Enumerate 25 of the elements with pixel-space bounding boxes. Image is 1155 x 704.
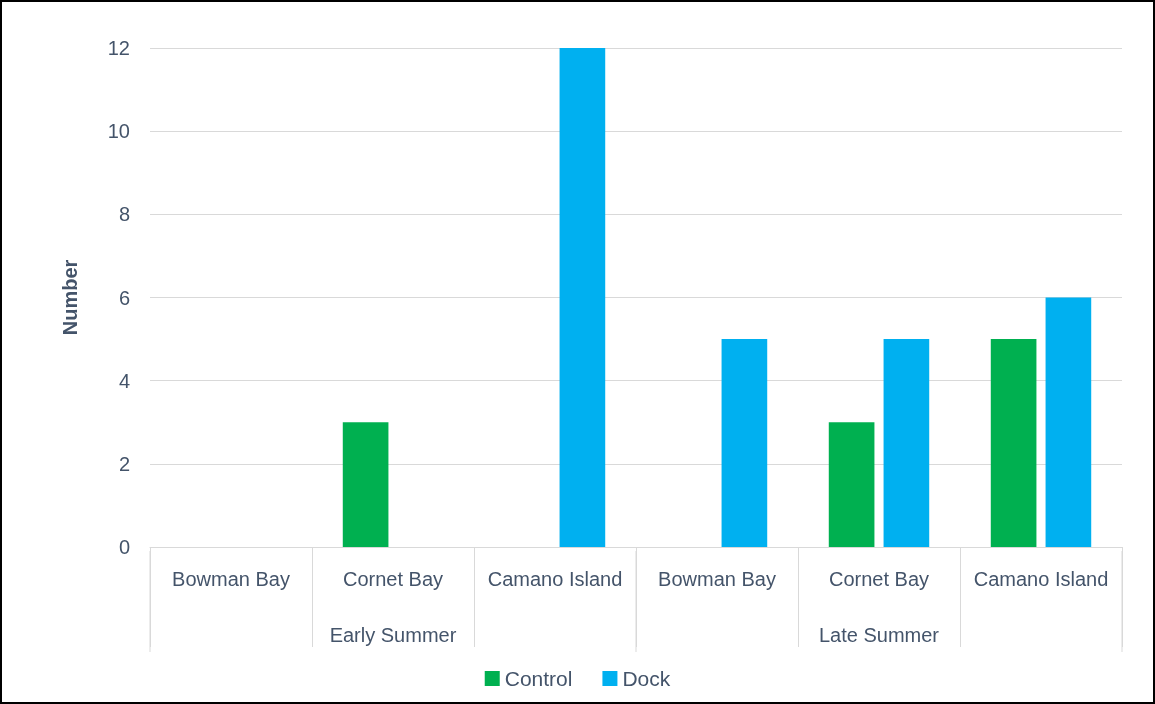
y-tick-label: 2 <box>118 452 130 475</box>
y-tick-label: 8 <box>118 203 130 226</box>
bar <box>1045 297 1092 547</box>
text: Early Summer <box>329 624 457 646</box>
text: Late Summer <box>818 624 940 646</box>
bar <box>721 339 768 547</box>
legend-label: Control <box>504 667 573 690</box>
y-tick-label: 0 <box>118 536 130 558</box>
bar <box>559 48 606 547</box>
y-tick-label: 10 <box>107 120 130 143</box>
x-tick-label: Cornet Bay <box>342 568 444 590</box>
y-axis-title: Number <box>59 259 81 336</box>
y-tick-label: 12 <box>107 37 130 59</box>
bar <box>828 422 875 547</box>
y-tick-label: 6 <box>118 286 130 309</box>
x-tick-label: Camano Island <box>973 568 1109 590</box>
bar <box>990 339 1037 547</box>
x-tick-label: Bowman Bay <box>658 568 776 590</box>
x-tick-label: Cornet Bay <box>828 568 930 590</box>
bar <box>883 339 930 547</box>
legend-label: Dock <box>622 667 671 690</box>
y-tick-label: 4 <box>118 369 130 392</box>
x-tick-label: Bowman Bay <box>172 568 290 590</box>
x-tick-label: Camano Island <box>487 568 623 590</box>
bar <box>342 422 389 547</box>
